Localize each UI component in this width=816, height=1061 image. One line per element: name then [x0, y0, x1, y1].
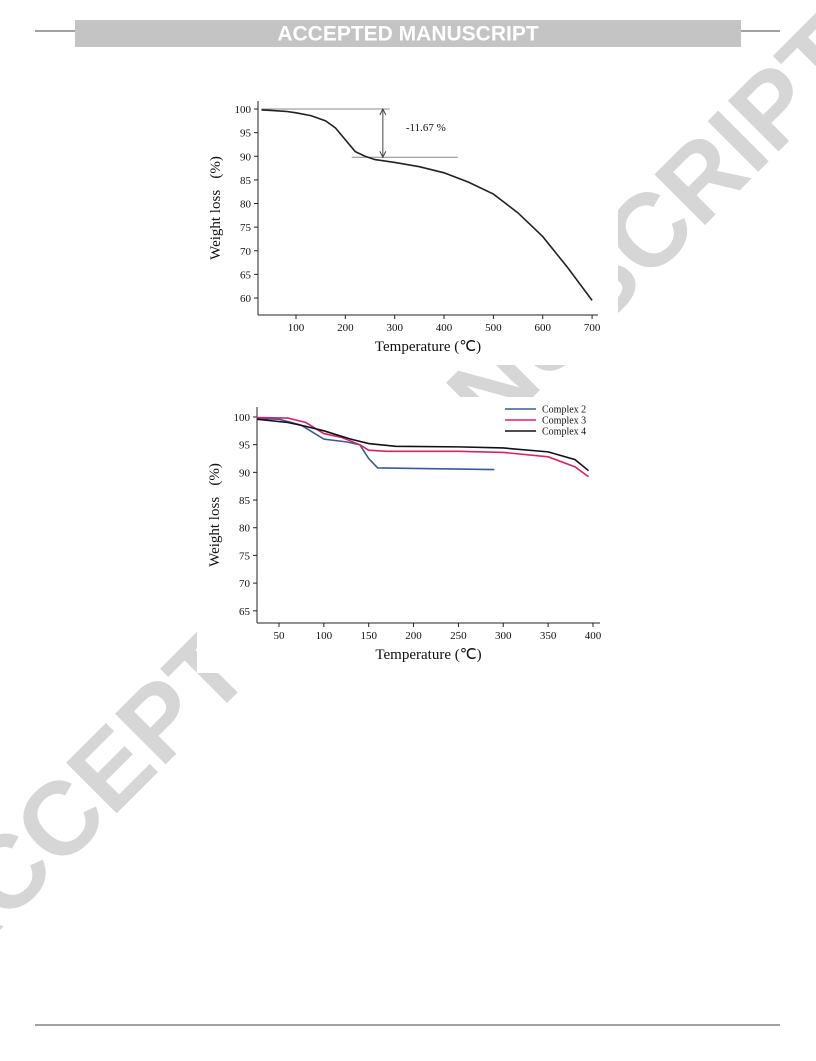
annotation-text: -11.67 % [406, 122, 446, 134]
chart: 60 65 70 75 80 85 90 95 100 100 200 300 400 500 600 700… [198, 91, 618, 365]
y-tick-label: 75 [240, 222, 252, 234]
y-tick-label: 70 [239, 578, 251, 590]
legend-label: Complex 2 [542, 405, 586, 416]
y-tick-label: 95 [240, 128, 252, 140]
y-tick-label: 80 [239, 523, 251, 535]
y-axis-label: Weight loss (%) [208, 156, 224, 260]
data-line [256, 418, 590, 472]
legend-label: Complex 3 [542, 416, 586, 427]
x-tick-label: 250 [450, 630, 467, 642]
charts: 60 65 70 75 80 85 90 95 100 100 200 300 400 500 600 700… [197, 91, 620, 673]
x-tick-label: 100 [288, 322, 305, 334]
arrow-head [379, 107, 387, 116]
arrow-head [379, 150, 387, 159]
x-tick-label: 50 [273, 630, 285, 642]
y-tick-label: 85 [239, 495, 251, 507]
x-tick-label: 150 [360, 630, 377, 642]
x-axis-label: Temperature (℃) [375, 647, 481, 663]
y-tick-label: 60 [240, 293, 252, 305]
x-tick-label: 300 [386, 322, 403, 334]
y-tick-label: 95 [239, 440, 251, 452]
x-tick-label: 700 [584, 322, 601, 334]
y-tick-label: 70 [240, 246, 252, 258]
y-tick-label: 90 [239, 467, 251, 479]
x-tick-label: 600 [534, 322, 551, 334]
y-axis-label: Weight loss (%) [207, 463, 223, 567]
x-tick-label: 400 [436, 322, 453, 334]
y-tick-label: 65 [239, 606, 251, 618]
chart-background [198, 91, 618, 365]
header-title: ACCEPTED MANUSCRIPT [277, 23, 539, 46]
y-tick-label: 75 [239, 550, 251, 562]
y-tick-label: 100 [234, 412, 251, 424]
x-tick-label: 500 [485, 322, 502, 334]
header-banner [75, 20, 741, 47]
data-line [256, 416, 589, 478]
x-tick-label: 100 [316, 630, 333, 642]
y-tick-label: 100 [235, 104, 252, 116]
legend-label: Complex 4 [542, 427, 586, 438]
x-tick-label: 200 [405, 630, 422, 642]
x-axis-label: Temperature (℃) [375, 339, 481, 355]
x-tick-label: 400 [585, 630, 602, 642]
y-tick-label: 85 [240, 175, 252, 187]
chart: 65 70 75 80 85 90 95 100 50 100 150 200 250 300 350 400… [197, 397, 620, 673]
x-tick-label: 300 [495, 630, 512, 642]
y-tick-label: 65 [240, 269, 252, 281]
y-tick-label: 90 [240, 151, 252, 163]
data-line [261, 109, 593, 301]
y-tick-label: 80 [240, 199, 252, 211]
x-tick-label: 200 [337, 322, 354, 334]
x-tick-label: 350 [540, 630, 557, 642]
chart-background [197, 397, 620, 673]
